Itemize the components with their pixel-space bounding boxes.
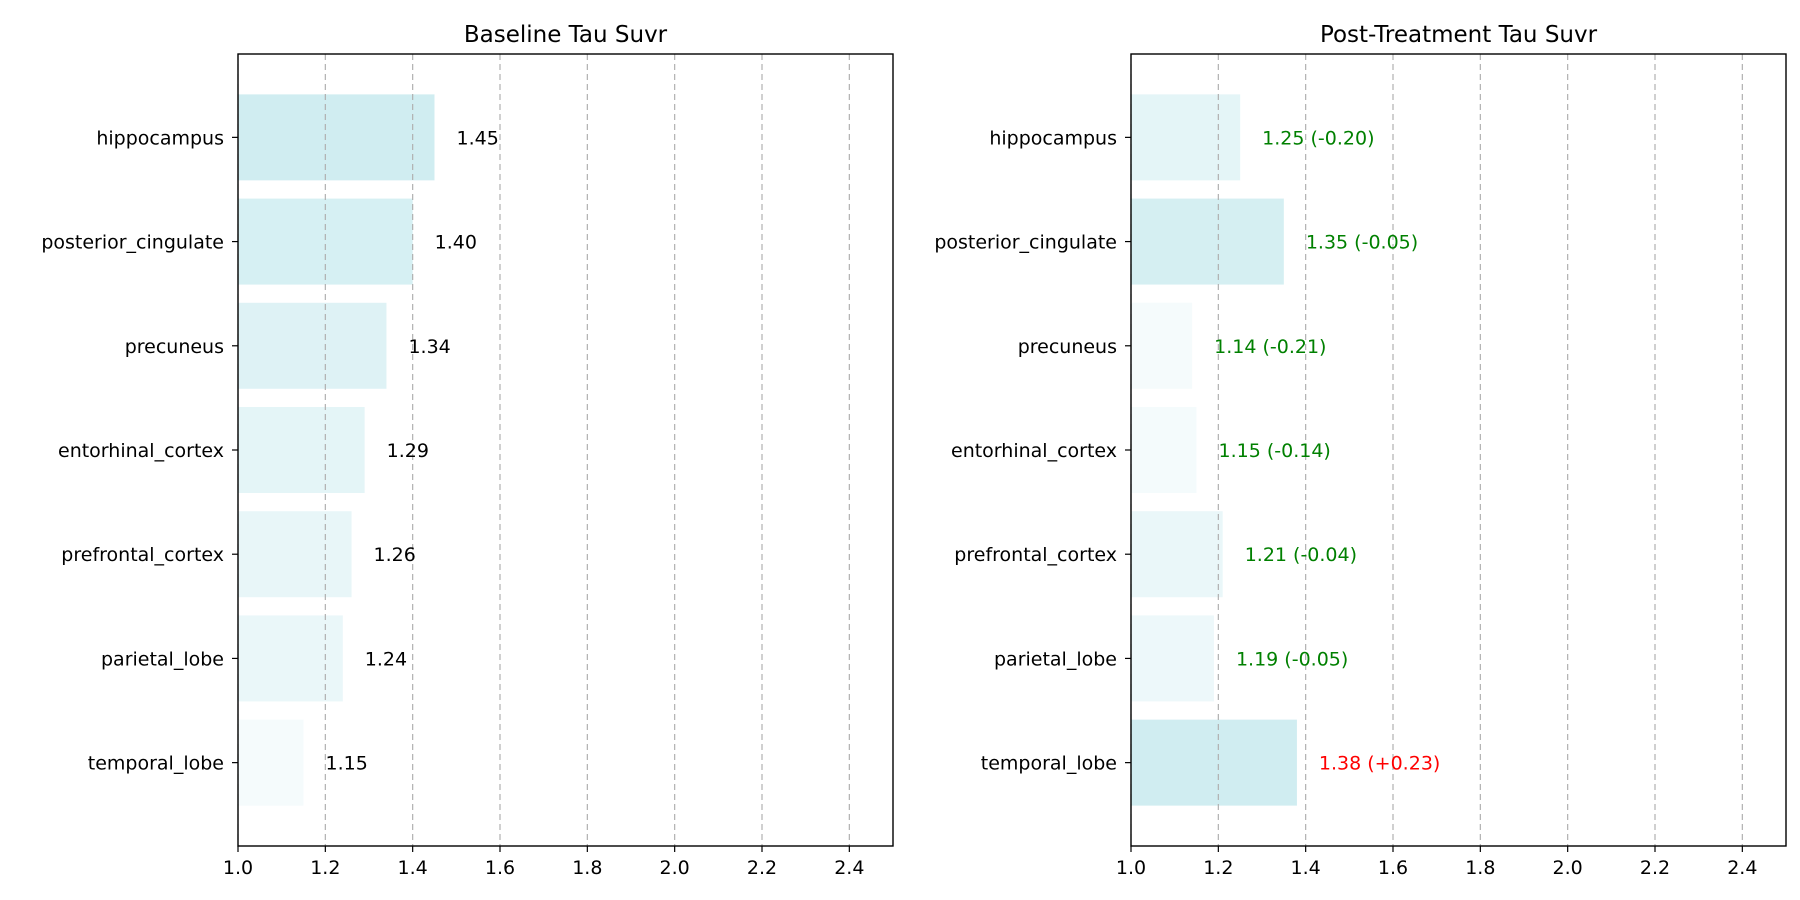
x-tick-label: 2.4 [834, 857, 864, 879]
x-tick-label: 1.2 [1203, 857, 1233, 879]
x-tick-label: 2.4 [1727, 857, 1757, 879]
data-label: 1.24 [365, 648, 407, 670]
chart-panel-2: Post-Treatment Tau Suvr 1.0 1.2 1.4 1.6 1.8 2.… [934, 22, 1787, 879]
data-label: 1.45 [457, 127, 499, 149]
bar-parietal_lobe [238, 615, 343, 702]
x-tick-label: 1.6 [485, 857, 515, 879]
bar-hippocampus [1131, 94, 1241, 181]
category-label: temporal_lobe [981, 753, 1117, 775]
data-label: 1.21 (-0.04) [1245, 544, 1357, 566]
data-label: 1.34 [408, 336, 450, 358]
x-tick-label: 2.0 [660, 857, 690, 879]
axes-frame [1130, 53, 1787, 847]
data-label: 1.25 (-0.20) [1262, 127, 1374, 149]
category-label: prefrontal_cortex [61, 544, 224, 566]
bar-prefrontal_cortex [1131, 511, 1223, 598]
category-label: posterior_cingulate [41, 232, 224, 254]
category-label: precuneus [125, 336, 224, 358]
x-tick-label: 1.8 [572, 857, 602, 879]
x-tick-label: 1.4 [1291, 857, 1321, 879]
bar-parietal_lobe [1131, 615, 1214, 702]
bar-entorhinal_cortex [1131, 407, 1197, 493]
data-label: 1.29 [387, 440, 429, 462]
category-label: hippocampus [989, 127, 1117, 149]
axes-frame [237, 53, 894, 847]
bar-temporal_lobe [1131, 719, 1297, 806]
category-label: entorhinal_cortex [951, 440, 1117, 462]
category-label: hippocampus [96, 127, 224, 149]
category-label: entorhinal_cortex [58, 440, 224, 462]
data-label: 1.35 (-0.05) [1306, 232, 1418, 254]
data-label: 1.14 (-0.21) [1214, 336, 1326, 358]
category-label: posterior_cingulate [934, 232, 1117, 254]
bar-hippocampus [238, 94, 435, 181]
bar-posterior_cingulate [1131, 198, 1284, 285]
data-label: 1.19 (-0.05) [1236, 648, 1348, 670]
data-label: 1.40 [435, 232, 477, 254]
chart-title: Baseline Tau Suvr [464, 22, 668, 48]
chart-panel-1: Baseline Tau Suvr 1.0 1.2 1.4 1.6 1.8 2.0 2.2 2.… [41, 22, 894, 879]
chart-title: Post-Treatment Tau Suvr [1320, 22, 1598, 48]
x-tick-label: 2.0 [1553, 857, 1583, 879]
category-label: parietal_lobe [101, 648, 224, 670]
bar-entorhinal_cortex [238, 407, 365, 493]
bar-prefrontal_cortex [238, 511, 352, 598]
bar-posterior_cingulate [238, 198, 413, 285]
bar-precuneus [238, 302, 387, 389]
data-label: 1.38 (+0.23) [1319, 753, 1440, 775]
x-tick-label: 1.4 [398, 857, 428, 879]
category-label: parietal_lobe [994, 648, 1117, 670]
category-label: temporal_lobe [88, 753, 224, 775]
x-tick-label: 1.0 [223, 857, 253, 879]
data-label: 1.15 (-0.14) [1219, 440, 1331, 462]
x-tick-label: 2.2 [747, 857, 777, 879]
x-tick-label: 1.8 [1465, 857, 1495, 879]
category-label: precuneus [1018, 336, 1117, 358]
data-label: 1.15 [326, 753, 368, 775]
x-tick-label: 1.2 [310, 857, 340, 879]
x-tick-label: 1.6 [1378, 857, 1408, 879]
x-tick-label: 2.2 [1640, 857, 1670, 879]
x-tick-label: 1.0 [1116, 857, 1146, 879]
bar-temporal_lobe [238, 719, 304, 806]
bar-precuneus [1131, 302, 1193, 389]
category-label: prefrontal_cortex [954, 544, 1117, 566]
data-label: 1.26 [374, 544, 416, 566]
